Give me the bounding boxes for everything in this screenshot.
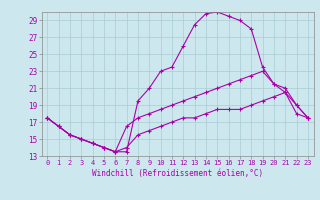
X-axis label: Windchill (Refroidissement éolien,°C): Windchill (Refroidissement éolien,°C) [92, 169, 263, 178]
